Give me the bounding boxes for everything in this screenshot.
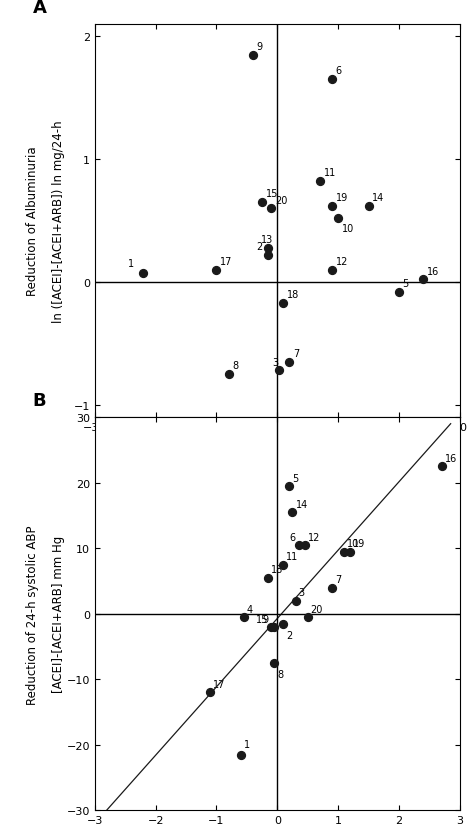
Text: 2: 2 [256,242,262,252]
Text: 6: 6 [290,532,296,542]
Point [275,365,283,378]
Text: 15: 15 [256,614,268,624]
Point [267,203,275,216]
Text: 17: 17 [220,256,232,266]
Text: 6: 6 [336,66,342,76]
Text: 14: 14 [372,193,384,203]
Point [301,538,309,552]
Point [316,175,324,189]
Point [264,249,272,262]
Point [304,610,311,624]
Text: ln ([ACEI]-[ACEI+ARB]) ln mg/24-h: ln ([ACEI]-[ACEI+ARB]) ln mg/24-h [52,120,65,323]
Text: 12: 12 [308,532,320,542]
Text: Reduction of Albuminuria: Reduction of Albuminuria [26,146,39,296]
Point [207,686,214,699]
Point [328,74,336,87]
Text: B: B [33,392,46,410]
Point [365,200,372,213]
Point [328,581,336,595]
Text: 20: 20 [311,604,323,614]
Text: 19: 19 [353,538,365,548]
Point [419,274,427,287]
Text: 18: 18 [271,565,283,575]
Text: 1: 1 [128,259,134,269]
Text: 18: 18 [287,289,299,299]
Text: [ACEI]-[ACEI+ARB] mm Hg: [ACEI]-[ACEI+ARB] mm Hg [52,536,65,692]
Text: 9: 9 [262,614,268,624]
Point [328,264,336,277]
Text: 12: 12 [336,256,348,266]
Text: 8: 8 [277,670,283,680]
Text: 5: 5 [402,279,409,289]
Text: 4: 4 [247,604,253,614]
Point [438,460,445,473]
Text: 17: 17 [213,679,226,690]
Point [264,571,272,585]
Point [280,617,287,630]
Text: 7: 7 [335,575,341,585]
Point [295,538,302,552]
Point [340,545,348,558]
Text: Reduction of 24-h systolic ABP: Reduction of 24-h systolic ABP [26,524,39,704]
Text: 16: 16 [427,266,439,276]
Text: 5: 5 [292,473,299,483]
Text: A: A [33,0,46,17]
Text: 16: 16 [445,453,457,463]
Point [280,297,287,310]
Text: 20: 20 [275,195,287,205]
Point [334,213,342,226]
Point [289,506,296,519]
Text: 19: 19 [336,193,348,203]
Text: 7: 7 [293,349,300,359]
Point [280,558,287,571]
Point [395,286,403,299]
Point [271,620,278,633]
Text: 13: 13 [261,235,273,245]
Point [258,196,266,209]
Text: 9: 9 [256,42,263,52]
Text: 14: 14 [296,500,308,509]
Text: 8: 8 [232,361,238,371]
Point [328,200,336,213]
Point [249,49,257,62]
Text: 1: 1 [244,739,250,749]
Point [240,610,247,624]
Text: 2: 2 [286,630,292,640]
Point [213,264,220,277]
Point [225,368,232,381]
Text: 10: 10 [342,223,354,233]
Text: 11: 11 [286,552,299,562]
Text: 11: 11 [324,168,336,179]
Point [292,595,300,608]
Point [267,620,275,633]
Text: 3: 3 [299,588,305,598]
Text: 3: 3 [272,357,278,367]
Text: Reduction of  24-h systolic ABP: Reduction of 24-h systolic ABP [186,469,369,481]
Point [237,748,245,762]
Point [264,241,272,255]
Point [271,657,278,670]
Point [346,545,354,558]
Text: 10: 10 [347,538,359,548]
Point [286,356,293,369]
Point [286,480,293,493]
Text: [ACEI]-[ACEI+ARB] mm Hg: [ACEI]-[ACEI+ARB] mm Hg [199,496,356,509]
Text: 15: 15 [266,189,278,199]
Point [140,267,147,280]
